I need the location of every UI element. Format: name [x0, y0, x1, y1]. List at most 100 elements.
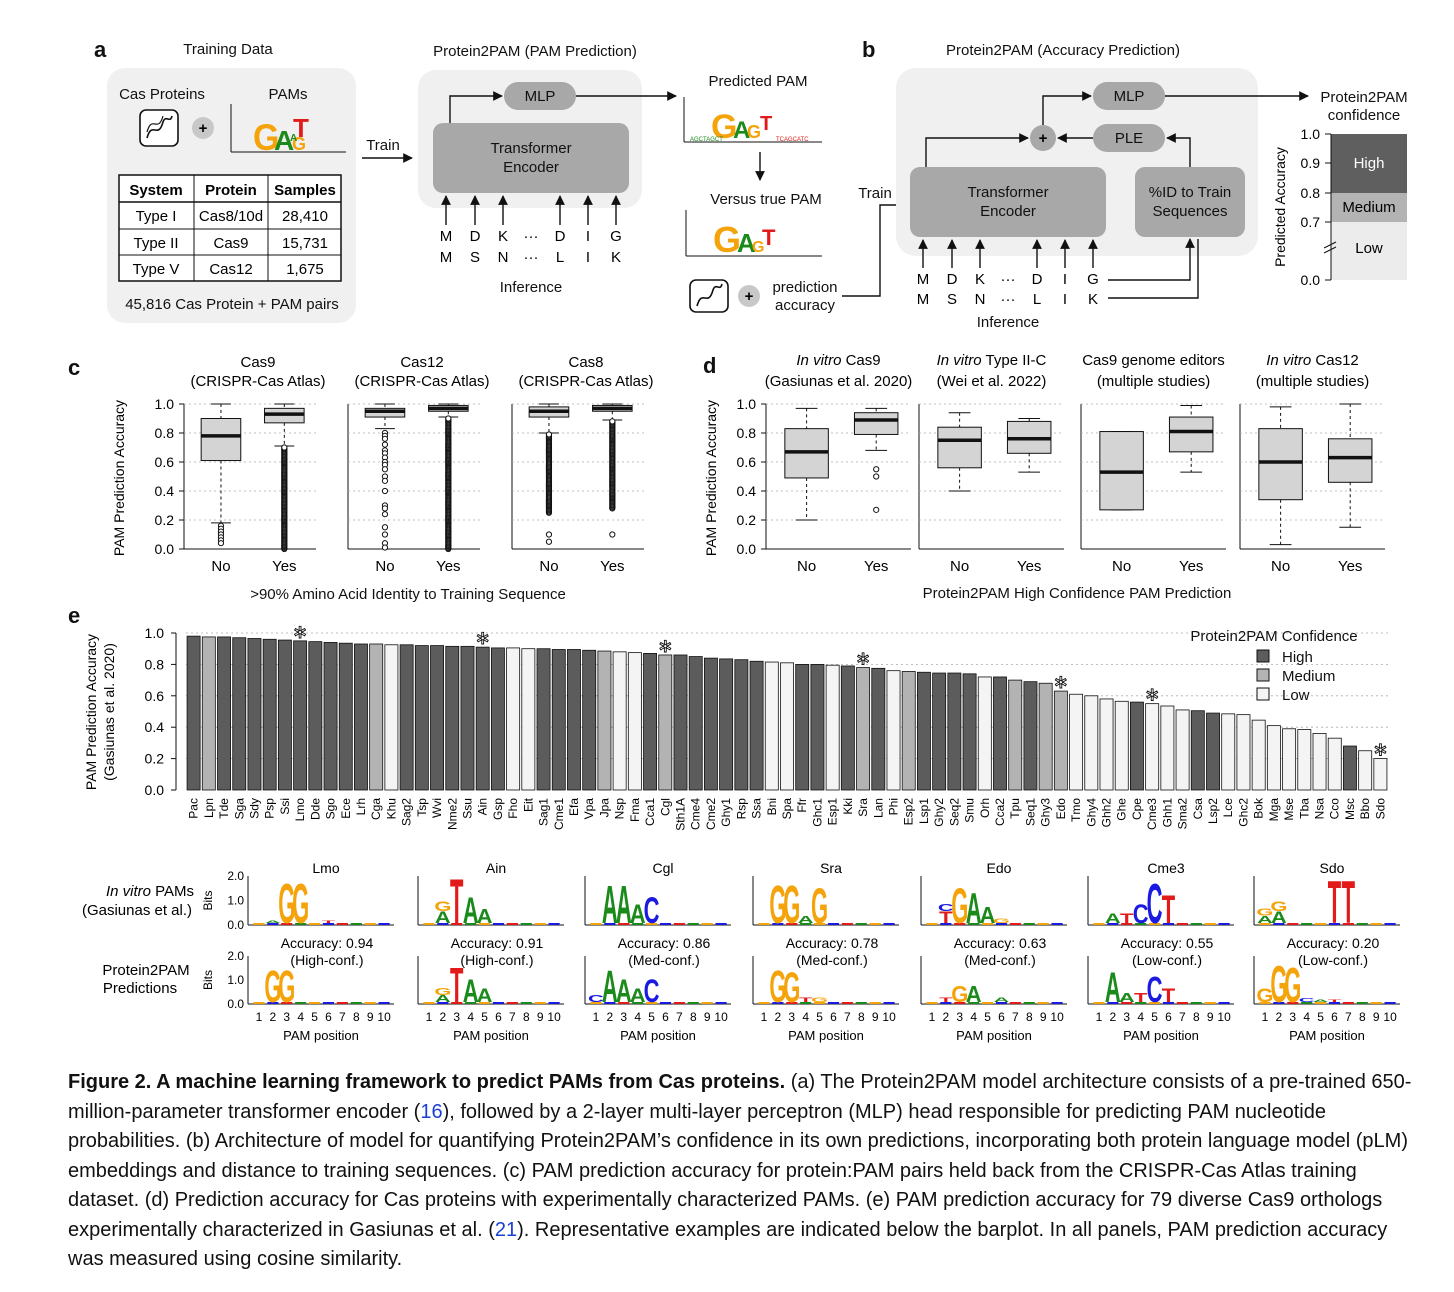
x-tick-label: No — [950, 558, 969, 575]
logo-x-tick: 8 — [690, 1010, 697, 1024]
box-yes: Yes — [592, 403, 633, 575]
logo-base-stack — [423, 1002, 435, 1004]
x-tick-label: Ghy3 — [1039, 798, 1053, 827]
logo-x-tick: 9 — [704, 1010, 711, 1024]
bar-ghh2 — [1099, 698, 1114, 791]
group-title: Cas9 — [240, 354, 275, 371]
logo-base-stack — [814, 923, 826, 925]
bar-rsp — [734, 659, 749, 791]
bar-ssi — [277, 639, 292, 791]
logo-x-tick: 10 — [882, 1010, 896, 1024]
logo-x-tick: 7 — [509, 1010, 516, 1024]
logo-base-stack — [253, 1002, 265, 1004]
logo-letter: A — [966, 982, 982, 1008]
bar-khu — [384, 644, 399, 791]
logo-letter: T — [322, 920, 336, 924]
logo-x-tick: 10 — [714, 1010, 728, 1024]
logo-xlabel: PAM position — [620, 1028, 696, 1043]
logo-x-tick: 5 — [1317, 1010, 1324, 1024]
group-title: Cas12 — [400, 354, 443, 371]
logo-base-stack — [1328, 923, 1341, 925]
sum-node — [1030, 125, 1056, 151]
gauge-tick-5: 0.0 — [1301, 272, 1321, 288]
x-tick-label: Cca1 — [643, 798, 657, 826]
logo-name: Sra — [820, 860, 842, 876]
x-tick-label: No — [375, 558, 394, 575]
outlier-point — [381, 544, 389, 551]
logo-base-stack — [618, 1002, 630, 1004]
logo-base-stack — [1190, 1002, 1202, 1004]
logo-base-stack — [1370, 1002, 1382, 1004]
svg-text:T: T — [762, 225, 776, 250]
logo-y-tick: 0.0 — [227, 918, 244, 932]
sequence-residue: L — [556, 249, 564, 266]
logo-x-tick: 4 — [467, 1010, 474, 1024]
x-tick-label: No — [539, 558, 558, 575]
logo-x-tick: 10 — [1217, 1010, 1231, 1024]
bar-lsp1 — [916, 671, 931, 791]
logo-base-stack — [253, 923, 265, 925]
logo-x-tick: 9 — [1373, 1010, 1380, 1024]
gauge-low-label: Low — [1355, 240, 1383, 257]
logo-base-stack — [350, 1002, 362, 1004]
logo-base-stack — [786, 1002, 798, 1004]
star-marker: ✲ — [1054, 675, 1067, 692]
sequence-residue: S — [947, 291, 957, 308]
logo-base-stack — [350, 923, 362, 925]
bar-bok — [1251, 719, 1266, 791]
logo-letter: A — [602, 960, 618, 1012]
panel-d-ylabel: PAM Prediction Accuracy — [703, 400, 719, 556]
bar-bbo — [1358, 750, 1373, 791]
logo-x-tick: 8 — [1193, 1010, 1200, 1024]
box-no: No — [1099, 431, 1144, 575]
svg-text:G: G — [713, 219, 741, 260]
logo-base-stack — [954, 923, 966, 925]
logo-base-stack — [267, 1002, 279, 1004]
true-pam-logo: G A G T — [685, 210, 822, 260]
logo-accuracy: Accuracy: 0.94 — [281, 935, 374, 951]
logo-base-stack — [673, 923, 685, 925]
logo-x-tick: 10 — [547, 1010, 561, 1024]
star-marker: ✲ — [476, 631, 489, 648]
x-tick-label: Cpe — [1130, 798, 1144, 820]
table-cell: Cas12 — [209, 261, 252, 278]
bar-csa — [1190, 710, 1205, 791]
logo-accuracy: Accuracy: 0.78 — [786, 935, 879, 951]
logo-base-stack — [632, 923, 644, 925]
inference-label-b: Inference — [977, 314, 1040, 331]
logo-base-stack — [378, 923, 390, 925]
panel-d-letter: d — [703, 353, 716, 378]
logo-base-stack — [364, 923, 376, 925]
logo-y-tick: 1.0 — [227, 973, 244, 987]
bar-lmo — [293, 640, 308, 791]
boxplot-group: Cas8 (CRISPR-Cas Atlas) No Yes — [511, 354, 654, 575]
legend-swatch-high — [1256, 649, 1270, 663]
logo-base-stack — [309, 1002, 321, 1004]
x-tick-label: Cgl — [658, 798, 672, 816]
x-tick-label: Tba — [1297, 798, 1311, 819]
logo-base-stack — [336, 1002, 348, 1004]
x-tick-label: Orh — [978, 798, 992, 818]
svg-text:A: A — [733, 117, 750, 144]
x-tick-label: Lmo — [293, 798, 307, 822]
caption-ref-16[interactable]: 16 — [420, 1100, 443, 1123]
logo-x-tick: 6 — [495, 1010, 502, 1024]
protein-icon-accuracy — [689, 279, 729, 313]
logo-base-stack — [758, 1002, 770, 1004]
id-to-ple-arrow — [1166, 133, 1191, 167]
bar-ece — [338, 642, 353, 791]
logo-letter: T — [1134, 990, 1147, 1004]
gauge-medium-label: Medium — [1342, 199, 1395, 216]
logo-x-tick: 8 — [1026, 1010, 1033, 1024]
logo-x-tick: 9 — [1207, 1010, 1214, 1024]
x-tick-label: Fma — [628, 798, 642, 822]
x-tick-label: Bni — [765, 798, 779, 815]
outlier-point — [873, 473, 880, 480]
x-tick-label: Tsp — [415, 798, 429, 817]
outlier-point — [545, 531, 553, 538]
group-title: Cas9 genome editors — [1082, 352, 1225, 369]
panel-b: b Protein2PAM (Accuracy Prediction) Trai… — [858, 37, 1407, 331]
table-cell: Type I — [136, 208, 177, 225]
caption-ref-21[interactable]: 21 — [494, 1218, 518, 1241]
logo-x-tick: 1 — [929, 1010, 936, 1024]
